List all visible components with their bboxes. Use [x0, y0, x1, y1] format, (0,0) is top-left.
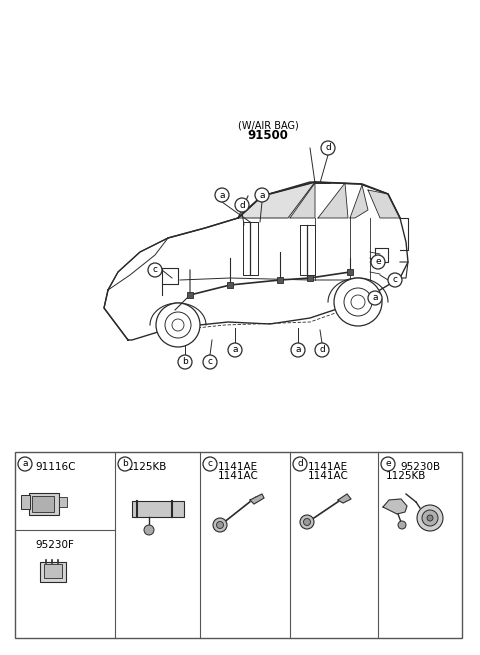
Text: c: c	[207, 358, 213, 367]
Circle shape	[427, 515, 433, 521]
Polygon shape	[338, 494, 351, 503]
Polygon shape	[383, 499, 407, 514]
Circle shape	[351, 295, 365, 309]
Bar	[347, 269, 353, 275]
Bar	[32, 496, 54, 512]
Text: a: a	[219, 191, 225, 200]
Polygon shape	[290, 183, 315, 218]
Circle shape	[388, 273, 402, 287]
Circle shape	[213, 518, 227, 532]
Polygon shape	[368, 190, 400, 218]
Circle shape	[255, 188, 269, 202]
Bar	[21, 495, 30, 509]
Text: 91116C: 91116C	[35, 462, 75, 472]
Text: d: d	[325, 143, 331, 153]
Polygon shape	[350, 185, 368, 218]
Circle shape	[371, 255, 385, 269]
Circle shape	[228, 343, 242, 357]
Circle shape	[156, 303, 200, 347]
Circle shape	[172, 319, 184, 331]
Text: 95230B: 95230B	[400, 462, 440, 472]
Text: e: e	[375, 257, 381, 267]
Text: b: b	[182, 358, 188, 367]
Text: 1141AE: 1141AE	[218, 462, 258, 472]
Text: 1141AC: 1141AC	[218, 471, 259, 481]
Circle shape	[144, 525, 154, 535]
Text: 1125KB: 1125KB	[386, 471, 426, 481]
Bar	[40, 562, 66, 582]
Circle shape	[398, 521, 406, 529]
Text: a: a	[295, 345, 301, 354]
Circle shape	[293, 457, 307, 471]
Circle shape	[334, 278, 382, 326]
Bar	[59, 497, 67, 507]
Circle shape	[203, 457, 217, 471]
Bar	[29, 493, 59, 515]
Circle shape	[148, 263, 162, 277]
Circle shape	[300, 515, 314, 529]
Text: a: a	[259, 191, 265, 200]
Text: 91500: 91500	[248, 129, 288, 142]
Bar	[307, 275, 313, 281]
Bar	[44, 564, 62, 578]
Polygon shape	[238, 182, 315, 218]
Circle shape	[381, 457, 395, 471]
Text: a: a	[22, 460, 28, 468]
Polygon shape	[318, 183, 348, 218]
Text: 1141AE: 1141AE	[308, 462, 348, 472]
Bar	[132, 501, 184, 517]
Circle shape	[203, 355, 217, 369]
Bar	[277, 277, 283, 283]
Text: b: b	[122, 460, 128, 468]
Circle shape	[344, 288, 372, 316]
Bar	[15, 452, 462, 638]
Circle shape	[417, 505, 443, 531]
Circle shape	[315, 343, 329, 357]
Circle shape	[18, 457, 32, 471]
Circle shape	[165, 312, 191, 338]
Circle shape	[422, 510, 438, 526]
Text: e: e	[385, 460, 391, 468]
Bar	[227, 282, 233, 288]
Text: a: a	[372, 293, 378, 303]
Circle shape	[321, 141, 335, 155]
Circle shape	[291, 343, 305, 357]
Circle shape	[215, 188, 229, 202]
Text: d: d	[239, 200, 245, 210]
Text: 95230F: 95230F	[35, 540, 74, 550]
Text: d: d	[297, 460, 303, 468]
Circle shape	[216, 521, 224, 529]
Text: c: c	[153, 265, 157, 274]
Circle shape	[303, 519, 311, 525]
Polygon shape	[250, 494, 264, 504]
Bar	[187, 292, 193, 298]
Text: c: c	[393, 276, 397, 284]
Text: a: a	[232, 345, 238, 354]
Text: d: d	[319, 345, 325, 354]
Circle shape	[118, 457, 132, 471]
Text: 1141AC: 1141AC	[308, 471, 349, 481]
Text: 1125KB: 1125KB	[127, 462, 168, 472]
Circle shape	[368, 291, 382, 305]
Circle shape	[235, 198, 249, 212]
Text: (W/AIR BAG): (W/AIR BAG)	[238, 120, 299, 130]
Circle shape	[178, 355, 192, 369]
Text: c: c	[207, 460, 213, 468]
